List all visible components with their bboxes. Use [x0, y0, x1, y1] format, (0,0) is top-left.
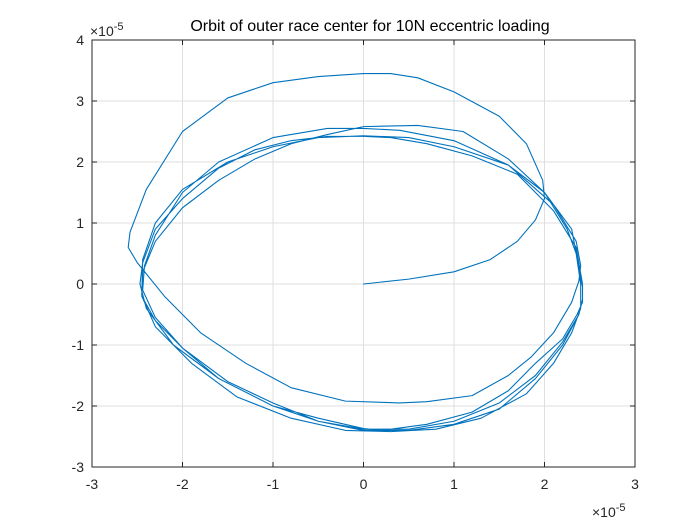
x-tick-label: 0: [360, 476, 368, 492]
x-tick-label: 1: [450, 476, 458, 492]
y-tick-label: 1: [76, 215, 84, 231]
x-exponent-label: ×10-5: [592, 502, 626, 520]
x-tick-label: 2: [541, 476, 549, 492]
y-tick-label: -1: [72, 337, 85, 353]
y-tick-label: 3: [76, 93, 84, 109]
x-tick-label: 3: [631, 476, 639, 492]
y-tick-labels: -3 -2 -1 0 1 2 3 4: [72, 32, 85, 475]
x-tick-label: -1: [267, 476, 280, 492]
chart-title: Orbit of outer race center for 10N eccen…: [190, 18, 549, 35]
tick-marks: [91, 39, 636, 468]
y-tick-label: 4: [76, 32, 84, 48]
y-tick-label: 0: [76, 276, 84, 292]
orbit-series: [127, 73, 584, 433]
svg-text:×10-5: ×10-5: [90, 21, 124, 39]
y-tick-label: -2: [72, 398, 85, 414]
svg-text:×10-5: ×10-5: [592, 502, 626, 520]
x-exponent-power: -5: [616, 502, 626, 514]
y-exponent-power: -5: [114, 21, 124, 33]
x-tick-labels: -3 -2 -1 0 1 2 3: [86, 476, 639, 492]
y-exponent-base: ×10: [90, 23, 114, 39]
x-exponent-base: ×10: [592, 504, 616, 520]
y-tick-label: 2: [76, 154, 84, 170]
orbit-line: [127, 73, 584, 433]
y-tick-label: -3: [72, 459, 85, 475]
x-tick-label: -2: [176, 476, 189, 492]
y-exponent-label: ×10-5: [90, 21, 124, 39]
x-tick-label: -3: [86, 476, 99, 492]
